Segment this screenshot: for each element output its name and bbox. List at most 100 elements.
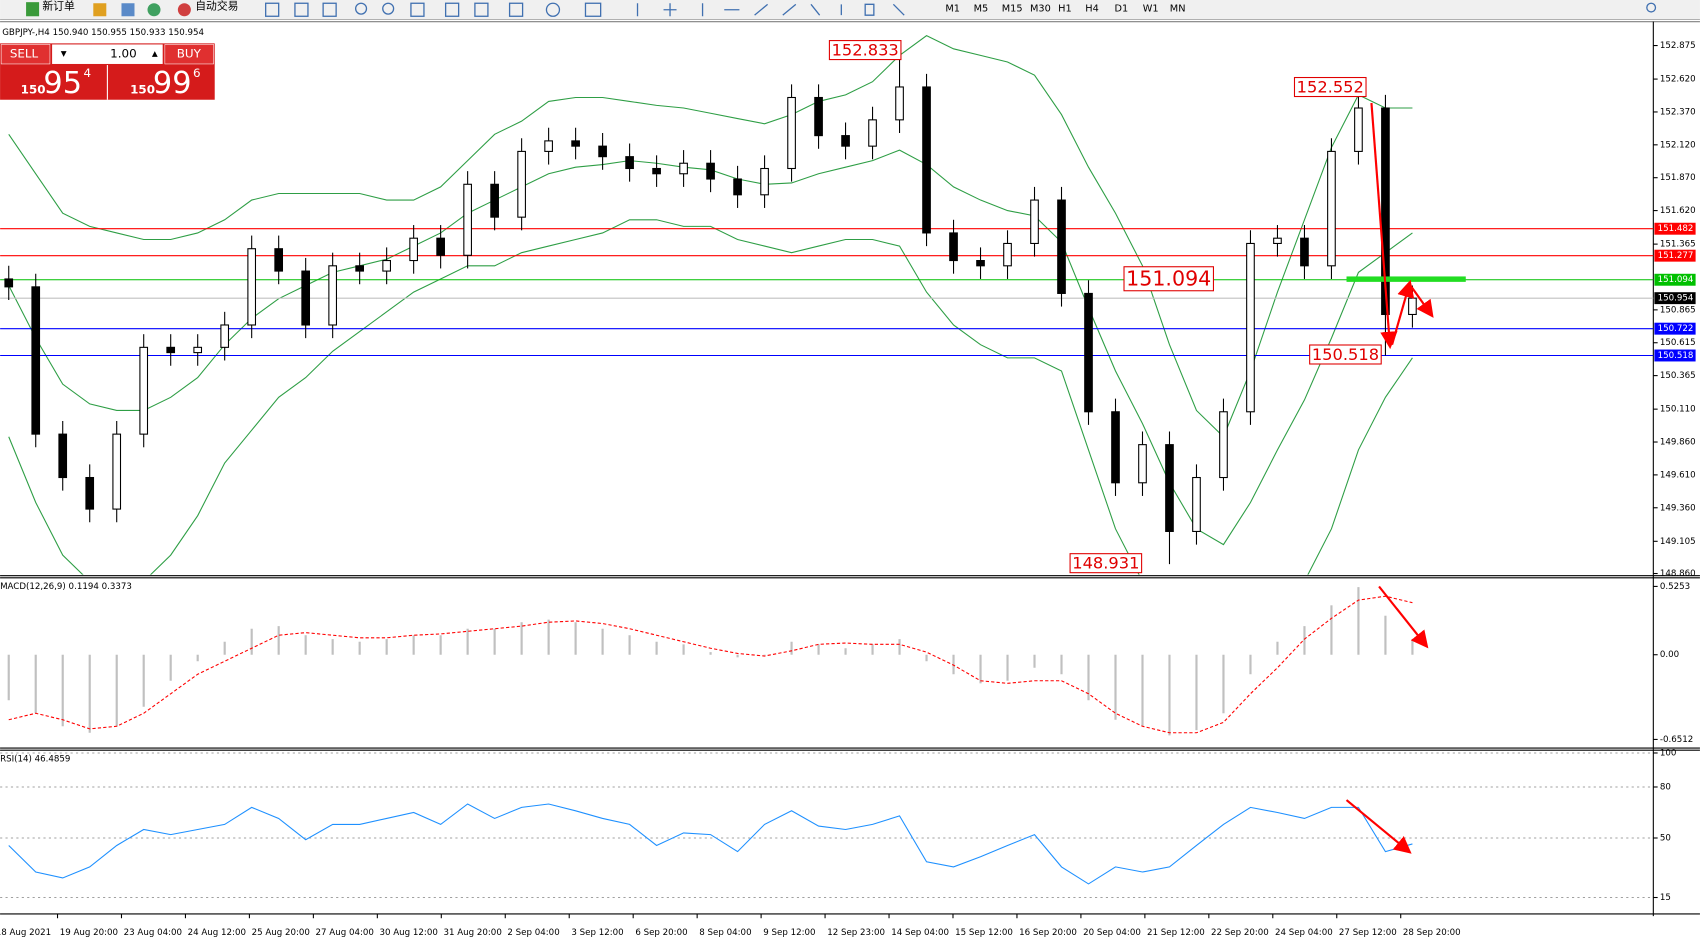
level-tag-label: 150.518 — [1658, 351, 1694, 361]
macd-bar — [250, 628, 253, 655]
candle-body — [85, 476, 95, 510]
macd-bar — [1249, 654, 1252, 675]
time-label: 9 Sep 12:00 — [763, 928, 815, 938]
macd-bar — [169, 654, 172, 681]
macd-bar — [790, 641, 793, 655]
timeframe-button[interactable]: M1 — [945, 4, 960, 15]
macd-bar — [1114, 654, 1117, 720]
y-tick-label: 150.110 — [1660, 405, 1696, 415]
candle-body — [4, 278, 14, 288]
macd-bar — [412, 635, 415, 655]
ask-point[interactable]: 6 — [193, 66, 201, 80]
buy-label[interactable]: BUY — [177, 47, 202, 61]
y-tick-label: 150.615 — [1660, 338, 1696, 348]
macd-bar — [439, 635, 442, 655]
macd-bar — [115, 654, 118, 727]
candle-body — [814, 96, 823, 137]
y-tick-label: 0.5253 — [1660, 582, 1690, 592]
ask-big[interactable]: 150 — [130, 82, 155, 96]
time-label: 27 Sep 12:00 — [1339, 928, 1397, 938]
lot-input[interactable] — [52, 44, 163, 64]
icon[interactable] — [121, 3, 135, 17]
timeframe-button[interactable]: W1 — [1143, 4, 1159, 15]
y-tick-label: 151.620 — [1660, 206, 1696, 216]
candle-body — [1003, 242, 1012, 267]
sell-label[interactable]: SELL — [10, 47, 39, 61]
macd-bar — [655, 641, 658, 655]
timeframe-button[interactable]: D1 — [1115, 4, 1129, 15]
level-tag — [1654, 292, 1696, 305]
lot-size[interactable]: 1.00 — [110, 47, 137, 61]
time-label: 30 Aug 12:00 — [380, 928, 438, 938]
y-tick-label: 100 — [1660, 748, 1677, 758]
icon[interactable] — [147, 3, 161, 17]
macd-bar — [520, 622, 523, 655]
toolbar — [0, 0, 1700, 20]
candle-body — [1057, 199, 1066, 294]
macd-bar — [1276, 641, 1279, 655]
macd-bar — [979, 654, 982, 684]
timeframe-button[interactable]: M30 — [1030, 4, 1051, 15]
macd-bar — [1168, 654, 1171, 736]
candle-body — [436, 237, 445, 256]
buy-button[interactable] — [164, 44, 214, 65]
auto-trading-icon[interactable] — [177, 3, 191, 17]
candle-body — [1408, 297, 1417, 316]
time-label: 28 Sep 20:00 — [1403, 928, 1461, 938]
timeframe-button[interactable]: M5 — [974, 4, 989, 15]
timeframe-button[interactable]: H1 — [1058, 4, 1072, 15]
macd-bar — [871, 644, 874, 655]
new-order-icon[interactable] — [26, 2, 40, 17]
price-annotation: 148.931 — [1072, 554, 1139, 573]
macd-bar — [34, 654, 37, 714]
spin-up[interactable]: ▲ — [152, 49, 158, 58]
price-plot — [0, 35, 1654, 575]
level-tag — [1654, 349, 1696, 362]
time-label: 18 Aug 2021 — [0, 928, 51, 938]
macd-bar — [898, 639, 901, 655]
bid-big[interactable]: 150 — [21, 82, 46, 96]
macd-bar — [682, 644, 685, 655]
bid-pips[interactable]: 95 — [43, 66, 82, 101]
y-tick-label: 15 — [1660, 893, 1671, 903]
icon[interactable] — [93, 3, 107, 17]
macd-bar — [763, 654, 766, 656]
y-tick-label: 0.00 — [1660, 650, 1679, 660]
trade-panel: SELL ▼ 1.00 ▲ BUY 150 95 4 150 99 6 — [0, 43, 215, 101]
level-tag — [1654, 249, 1696, 262]
candle-body — [1381, 107, 1390, 316]
toolbar-icons[interactable] — [265, 2, 1657, 17]
level-tag — [1654, 222, 1696, 235]
new-order-button[interactable]: 新订单 — [42, 0, 75, 13]
timeframe-button[interactable]: H4 — [1085, 4, 1099, 15]
macd-bar — [88, 654, 91, 733]
candle-body — [1138, 444, 1147, 484]
rsi-plot — [0, 752, 1654, 899]
time-label: 24 Aug 12:00 — [188, 928, 246, 938]
macd-bar — [1195, 654, 1198, 731]
candle-body — [598, 145, 607, 158]
ask-pips[interactable]: 99 — [153, 66, 192, 101]
macd-bar — [844, 648, 847, 655]
candle-body — [247, 248, 257, 326]
time-label: 12 Sep 23:00 — [827, 928, 885, 938]
candle-body — [58, 433, 68, 479]
bid-point[interactable]: 4 — [84, 66, 92, 80]
auto-trading-button[interactable]: 自动交易 — [195, 0, 238, 13]
candle-body — [1084, 292, 1093, 413]
candle-body — [139, 346, 149, 435]
candle-body — [31, 286, 41, 435]
macd-bar — [493, 628, 496, 655]
spin-down[interactable]: ▼ — [61, 49, 67, 58]
timeframe-button[interactable]: MN — [1170, 4, 1186, 15]
annotation-box — [1309, 344, 1382, 365]
macd-bar — [61, 654, 64, 727]
sell-button[interactable] — [0, 44, 51, 65]
timeframe-button[interactable]: M15 — [1002, 4, 1023, 15]
candle-body — [949, 232, 958, 262]
candle-body — [274, 248, 284, 272]
y-tick-label: 152.370 — [1660, 107, 1696, 117]
macd-bar — [196, 654, 199, 662]
macd-bar — [952, 654, 955, 675]
candle-body — [679, 162, 688, 175]
